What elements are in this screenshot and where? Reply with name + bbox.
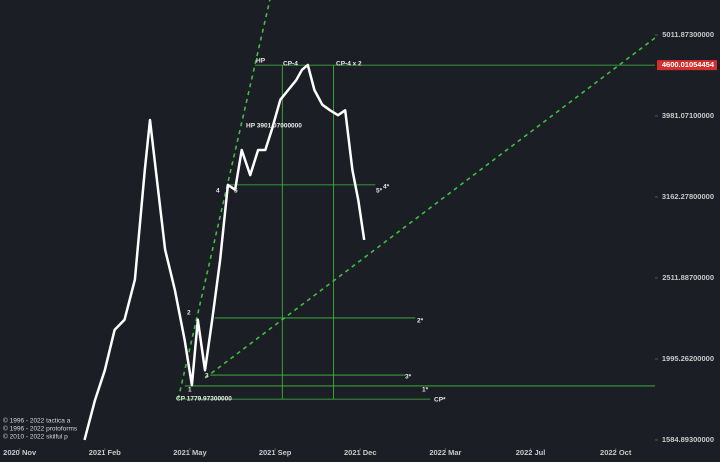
annotation: 1* <box>422 387 429 394</box>
copyright-line: © 1996 - 2022 tactica a <box>3 417 71 425</box>
x-tick-label: 2021 Feb <box>89 448 122 457</box>
annotation: 2* <box>417 318 424 325</box>
annotation: CP-4 x 2 <box>336 61 362 68</box>
x-tick-label: 2021 Sep <box>259 448 292 457</box>
x-tick-label: 2022 Mar <box>429 448 461 457</box>
x-tick-label: 2021 Dec <box>344 448 377 457</box>
x-tick-label: 2021 May <box>173 448 207 457</box>
annotation: 2 <box>187 310 191 317</box>
annotation: HP <box>256 58 266 65</box>
y-tick-label: 3981.07100000 <box>662 111 714 120</box>
y-tick-label: 3162.27800000 <box>662 192 714 201</box>
y-tick-label: 1995.26200000 <box>662 354 714 363</box>
annotation: CP 1779.97300000 <box>176 396 232 403</box>
y-tick-label: 1584.89300000 <box>662 435 714 444</box>
trend-line <box>204 37 655 379</box>
y-tick-label: 5011.87300000 <box>662 30 714 39</box>
annotation: 5 <box>234 188 238 195</box>
highlight-label: 4600.01054454 <box>662 60 715 69</box>
annotation: 4* <box>383 184 390 191</box>
annotation: 3* <box>405 374 412 381</box>
annotation: 3 <box>205 373 209 380</box>
annotation: 5* <box>376 188 383 195</box>
price-line <box>83 63 366 441</box>
annotation: 1 <box>188 387 192 394</box>
x-tick-label: 2020 Nov <box>3 448 37 457</box>
x-tick-label: 2022 Oct <box>600 448 632 457</box>
annotation: CP* <box>434 397 446 404</box>
annotation: 4 <box>216 188 220 195</box>
annotation: CP-4 <box>283 61 298 68</box>
copyright: © 1996 - 2022 tactica a© 1996 - 2022 pro… <box>3 417 78 441</box>
highlight-box <box>657 60 717 71</box>
x-tick-label: 2022 Jul <box>516 448 546 457</box>
y-tick-label: 2511.88700000 <box>662 273 714 282</box>
annotation: HP 3901.07000000 <box>246 123 302 130</box>
copyright-line: © 1996 - 2022 protoforms <box>3 425 78 433</box>
copyright-line: © 2010 - 2022 skilful p <box>3 433 68 441</box>
